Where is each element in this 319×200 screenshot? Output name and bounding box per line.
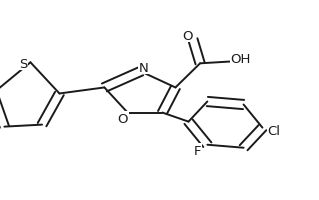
Text: O: O — [117, 113, 128, 125]
Text: OH: OH — [231, 53, 251, 65]
Text: O: O — [182, 30, 192, 42]
Text: S: S — [19, 58, 27, 70]
Text: F: F — [193, 144, 201, 157]
Text: N: N — [139, 62, 148, 74]
Text: Cl: Cl — [268, 124, 280, 137]
